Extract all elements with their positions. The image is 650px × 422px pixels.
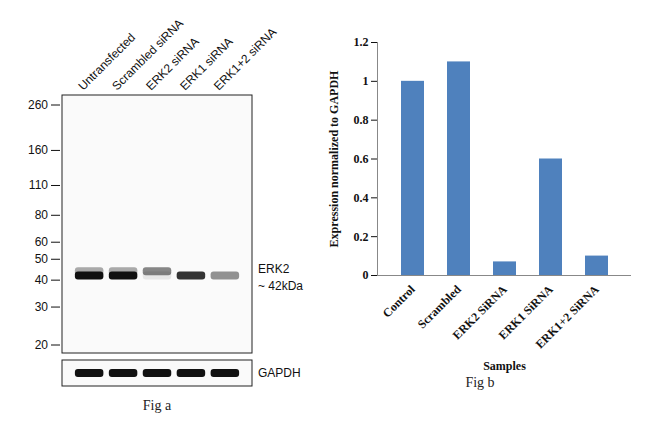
svg-text:Scrambled: Scrambled bbox=[415, 282, 464, 331]
svg-text:260: 260 bbox=[28, 98, 48, 112]
svg-text:Scrambled siRNA: Scrambled siRNA bbox=[109, 16, 187, 94]
svg-text:0: 0 bbox=[363, 268, 369, 282]
svg-text:Samples: Samples bbox=[483, 359, 526, 373]
svg-text:80: 80 bbox=[35, 208, 49, 222]
svg-text:Fig a: Fig a bbox=[143, 398, 172, 413]
svg-text:Control: Control bbox=[380, 282, 418, 320]
svg-text:1.2: 1.2 bbox=[354, 35, 369, 49]
svg-text:40: 40 bbox=[35, 273, 49, 287]
svg-text:Expression normalized to GAPDH: Expression normalized to GAPDH bbox=[327, 70, 341, 247]
svg-text:20: 20 bbox=[35, 338, 49, 352]
svg-text:60: 60 bbox=[35, 235, 49, 249]
svg-text:0.4: 0.4 bbox=[354, 191, 369, 205]
svg-text:30: 30 bbox=[35, 300, 49, 314]
svg-text:0.2: 0.2 bbox=[354, 230, 369, 244]
svg-text:1: 1 bbox=[363, 74, 369, 88]
svg-text:160: 160 bbox=[28, 143, 48, 157]
html-text:Fig b: Fig b bbox=[465, 375, 495, 390]
svg-text:~ 42kDa: ~ 42kDa bbox=[258, 279, 303, 293]
svg-text:ERK1+2 siRNA: ERK1+2 siRNA bbox=[211, 25, 279, 93]
svg-text:Untransfected: Untransfected bbox=[75, 30, 138, 93]
svg-text:ERK1 siRNA: ERK1 siRNA bbox=[177, 34, 236, 94]
svg-text:ERK2 siRNA: ERK2 siRNA bbox=[143, 34, 202, 94]
svg-text:GAPDH: GAPDH bbox=[258, 366, 301, 380]
svg-text:ERK1+2 SiRNA: ERK1+2 SiRNA bbox=[533, 282, 602, 351]
svg-text:50: 50 bbox=[35, 252, 49, 266]
svg-text:0.6: 0.6 bbox=[354, 152, 369, 166]
svg-text:110: 110 bbox=[29, 178, 48, 192]
svg-text:ERK2: ERK2 bbox=[258, 262, 290, 276]
svg-text:ERK1 SiRNA: ERK1 SiRNA bbox=[495, 282, 556, 343]
svg-text:0.8: 0.8 bbox=[354, 113, 369, 127]
svg-text:ERK2 SiRNA: ERK2 SiRNA bbox=[449, 282, 510, 343]
